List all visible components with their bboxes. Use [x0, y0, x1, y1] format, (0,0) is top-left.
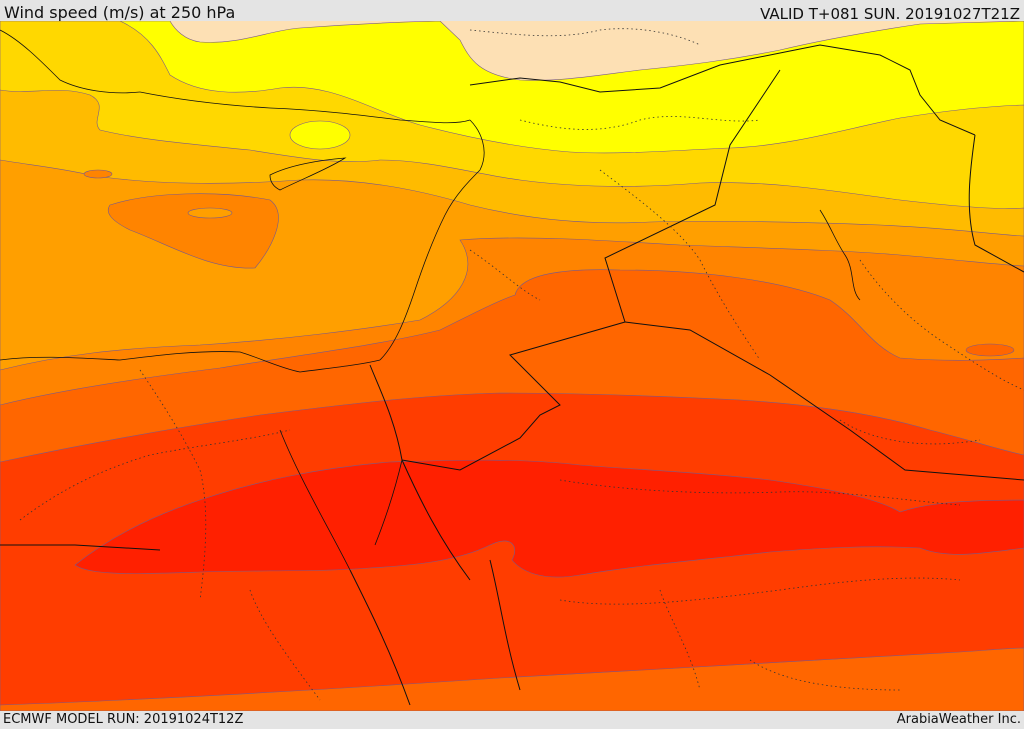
map-header: Wind speed (m/s) at 250 hPa VALID T+081 …: [0, 0, 1024, 23]
coastlines: [0, 29, 861, 571]
band-8-area: [0, 392, 1024, 711]
orange-cell: [187, 207, 233, 219]
map-title: Wind speed (m/s) at 250 hPa: [4, 3, 236, 22]
valid-time-label: VALID T+081 SUN. 20191027T21Z: [760, 5, 1020, 23]
wind-speed-contour-map: [0, 21, 1024, 711]
band-6-tongue: [107, 193, 279, 269]
country-borders: [0, 44, 1024, 706]
light-orange-cell: [83, 169, 113, 179]
yellow-cell: [289, 120, 351, 150]
map-footer: ECMWF MODEL RUN: 20191024T12Z ArabiaWeat…: [0, 711, 1024, 729]
credit-label: ArabiaWeather Inc.: [896, 712, 1021, 727]
wind-speed-map[interactable]: [0, 21, 1024, 711]
province-boundaries: [19, 28, 1024, 701]
model-run-label: ECMWF MODEL RUN: 20191024T12Z: [3, 712, 244, 727]
band-9-area: [74, 459, 1024, 578]
orange-red-cell: [965, 343, 1015, 357]
